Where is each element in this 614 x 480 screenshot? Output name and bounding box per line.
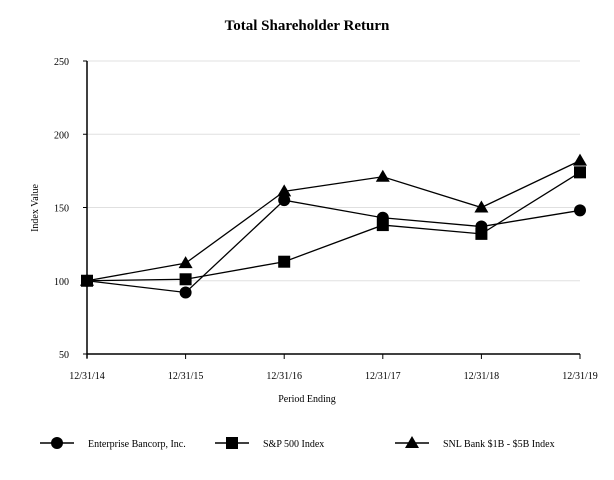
- x-tick-label: 12/31/14: [69, 371, 105, 382]
- y-tick-label: 50: [59, 350, 69, 361]
- data-point-s-p-500-index: [475, 227, 488, 240]
- legend-label: S&P 500 Index: [263, 439, 324, 450]
- x-tick-label: 12/31/19: [562, 371, 598, 382]
- y-tick-label: 100: [54, 277, 69, 288]
- legend-label: Enterprise Bancorp, Inc.: [88, 439, 186, 450]
- x-axis-label: Period Ending: [278, 394, 336, 405]
- y-axis-label: Index Value: [30, 184, 41, 232]
- data-point-s-p-500-index: [278, 255, 291, 268]
- legend-marker-triangle-icon: [405, 436, 419, 448]
- y-tick-label: 150: [54, 204, 69, 215]
- y-tick-label: 200: [54, 130, 69, 141]
- data-point-s-p-500-index: [179, 273, 192, 286]
- data-point-enterprise-bancorp-inc-: [179, 286, 192, 299]
- data-point-snl-bank-1b-5b-index: [375, 169, 390, 182]
- legend-marker-square-icon: [226, 437, 238, 449]
- data-point-enterprise-bancorp-inc-: [574, 204, 586, 217]
- data-point-snl-bank-1b-5b-index: [474, 200, 489, 213]
- x-tick-label: 12/31/18: [464, 371, 500, 382]
- x-tick-label: 12/31/15: [168, 371, 204, 382]
- chart-title: Total Shareholder Return: [225, 18, 390, 34]
- data-point-snl-bank-1b-5b-index: [573, 153, 587, 166]
- series-line-s-p-500-index: [86, 171, 581, 282]
- series-line-enterprise-bancorp-inc-: [86, 199, 581, 294]
- data-point-snl-bank-1b-5b-index: [178, 256, 193, 269]
- data-point-enterprise-bancorp-inc-: [278, 194, 291, 207]
- x-tick-label: 12/31/16: [266, 371, 302, 382]
- series-line-snl-bank-1b-5b-index: [86, 160, 581, 282]
- data-point-s-p-500-index: [376, 219, 389, 232]
- legend-marker-circle-icon: [51, 437, 63, 449]
- y-tick-label: 250: [54, 57, 69, 68]
- legend-label: SNL Bank $1B - $5B Index: [443, 439, 555, 450]
- data-point-snl-bank-1b-5b-index: [80, 273, 94, 286]
- x-tick-label: 12/31/17: [365, 371, 401, 382]
- data-point-snl-bank-1b-5b-index: [277, 184, 292, 197]
- data-point-s-p-500-index: [574, 166, 586, 179]
